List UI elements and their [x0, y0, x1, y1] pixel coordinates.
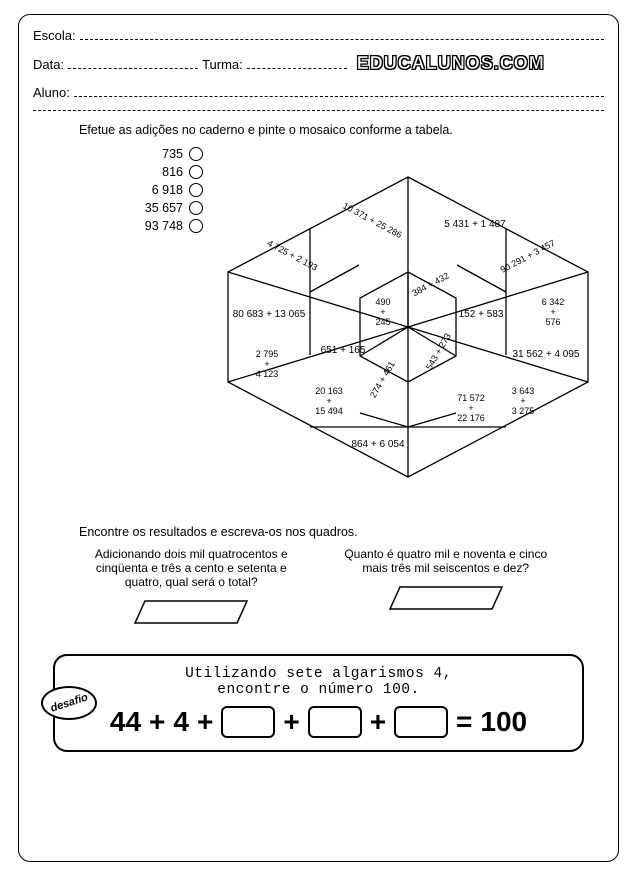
eq-4: 4	[173, 706, 189, 738]
eq-blank-1[interactable]	[221, 706, 275, 738]
q2-right-text: Quanto é quatro mil e noventa e cinco ma…	[334, 547, 559, 575]
tile-label: 490+245	[375, 297, 390, 327]
turma-label: Turma:	[202, 57, 243, 72]
q1-instruction: Efetue as adições no caderno e pinte o m…	[79, 123, 604, 137]
legend-row: 816	[113, 163, 203, 181]
mosaic-hexagon: 10 371 + 25 286 5 431 + 1 487 4 725 + 2 …	[213, 157, 603, 497]
legend-circle-icon	[189, 183, 203, 197]
tile-label: 4 725 + 2 193	[266, 238, 320, 273]
tile-label: 651 + 165	[321, 345, 366, 356]
tile-label: 80 683 + 13 065	[233, 309, 306, 320]
legend-row: 93 748	[113, 217, 203, 235]
legend-circle-icon	[189, 201, 203, 215]
tile-label: 2 795+4 123	[256, 349, 279, 379]
aluno-label: Aluno:	[33, 85, 70, 100]
eq-plus: +	[197, 706, 213, 738]
escola-label: Escola:	[33, 28, 76, 43]
challenge-title-l2: encontre o número 100.	[217, 682, 419, 698]
legend-value: 735	[162, 145, 183, 163]
q2-instruction: Encontre os resultados e escreva-os nos …	[79, 525, 604, 539]
data-field[interactable]	[68, 56, 198, 69]
header-row-escola: Escola:	[33, 27, 604, 43]
tile-label: 274 + 461	[368, 360, 397, 400]
eq-plus: +	[149, 706, 165, 738]
tile-label: 384 + 432	[410, 270, 450, 298]
legend-row: 6 918	[113, 181, 203, 199]
answer-box-right[interactable]	[386, 583, 506, 613]
aluno-field[interactable]	[74, 84, 604, 97]
tile-label: 90 291 + 3 457	[499, 238, 557, 275]
tile-label: 10 371 + 25 286	[341, 201, 403, 240]
desafio-badge-text: desafio	[49, 691, 89, 714]
turma-field[interactable]	[247, 56, 347, 69]
tile-label: 864 + 6 054	[351, 439, 405, 450]
escola-field[interactable]	[80, 27, 604, 40]
eq-blank-2[interactable]	[308, 706, 362, 738]
eq-plus: +	[370, 706, 386, 738]
tile-label: 152 + 583	[459, 309, 504, 320]
q2-right: Quanto é quatro mil e noventa e cinco ma…	[334, 547, 559, 630]
legend-value: 816	[162, 163, 183, 181]
eq-44: 44	[110, 706, 141, 738]
challenge-title: Utilizando sete algarismos 4, encontre o…	[69, 666, 568, 698]
challenge-box: desafio Utilizando sete algarismos 4, en…	[53, 654, 584, 752]
tile-label: 71 572+22 176	[457, 393, 485, 423]
legend-value: 35 657	[145, 199, 183, 217]
tile-label: 31 562 + 4 095	[512, 349, 579, 360]
legend-value: 6 918	[152, 181, 183, 199]
desafio-badge: desafio	[41, 686, 97, 720]
legend-circle-icon	[189, 219, 203, 233]
tile-label: 6 342+576	[542, 297, 565, 327]
legend-value: 93 748	[145, 217, 183, 235]
tile-label: 3 643+3 275	[512, 386, 535, 416]
eq-plus: +	[283, 706, 299, 738]
header-row-data-turma: Data: Turma: EDUCALUNOS.COM	[33, 53, 604, 74]
header-divider	[33, 110, 604, 111]
eq-100: 100	[480, 706, 527, 738]
q2-left: Adicionando dois mil quatrocentos e cinq…	[79, 547, 304, 630]
challenge-title-l1: Utilizando sete algarismos 4,	[185, 666, 452, 682]
mosaic-container: 10 371 + 25 286 5 431 + 1 487 4 725 + 2 …	[33, 235, 604, 515]
challenge-equation: 44 + 4 + + + = 100	[69, 706, 568, 738]
tile-label: 20 163+15 494	[315, 386, 343, 416]
data-label: Data:	[33, 57, 64, 72]
legend-row: 35 657	[113, 199, 203, 217]
legend-circle-icon	[189, 147, 203, 161]
answer-box-left[interactable]	[131, 597, 251, 627]
legend-row: 735	[113, 145, 203, 163]
brand-logo: EDUCALUNOS.COM	[357, 53, 545, 74]
header-row-aluno: Aluno:	[33, 84, 604, 100]
q2-columns: Adicionando dois mil quatrocentos e cinq…	[79, 547, 558, 630]
eq-blank-3[interactable]	[394, 706, 448, 738]
tile-label: 5 431 + 1 487	[444, 219, 506, 230]
legend-circle-icon	[189, 165, 203, 179]
eq-equals: =	[456, 706, 472, 738]
q2-left-text: Adicionando dois mil quatrocentos e cinq…	[79, 547, 304, 589]
